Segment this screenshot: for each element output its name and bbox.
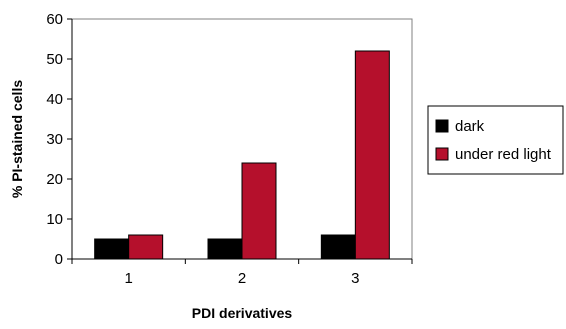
- x-axis-title: PDI derivatives: [192, 305, 293, 321]
- plot-area: [71, 18, 413, 260]
- y-tick-label: 60: [46, 11, 63, 28]
- y-tick-label: 30: [46, 131, 63, 148]
- bar-red-light-2: [241, 162, 277, 260]
- y-tick-label: 40: [46, 91, 63, 108]
- legend-swatch-red-light: [435, 147, 449, 161]
- legend-box: [427, 105, 564, 175]
- x-tick-label: 2: [238, 270, 246, 287]
- bar-dark-2: [207, 238, 243, 260]
- y-tick-label: 20: [46, 171, 63, 188]
- legend-label-dark: dark: [455, 118, 485, 135]
- x-axis: 1 2 3: [71, 258, 413, 287]
- legend-swatch-dark: [435, 119, 449, 133]
- bar-dark-3: [320, 234, 356, 260]
- bar-red-light-3: [354, 50, 390, 260]
- y-tick-label: 50: [46, 51, 63, 68]
- y-axis-title: % PI-stained cells: [9, 80, 25, 198]
- bar-dark-1: [94, 238, 130, 260]
- bar-red-light-1: [128, 234, 164, 260]
- y-tick-label: 0: [55, 251, 63, 268]
- legend-label-red-light: under red light: [455, 146, 552, 163]
- y-tick-label: 10: [46, 211, 63, 228]
- x-tick-label: 3: [351, 270, 359, 287]
- y-axis: 0 10 20 30 40 50 60: [46, 11, 73, 268]
- x-tick-label: 1: [124, 270, 132, 287]
- legend: dark under red light: [427, 105, 564, 175]
